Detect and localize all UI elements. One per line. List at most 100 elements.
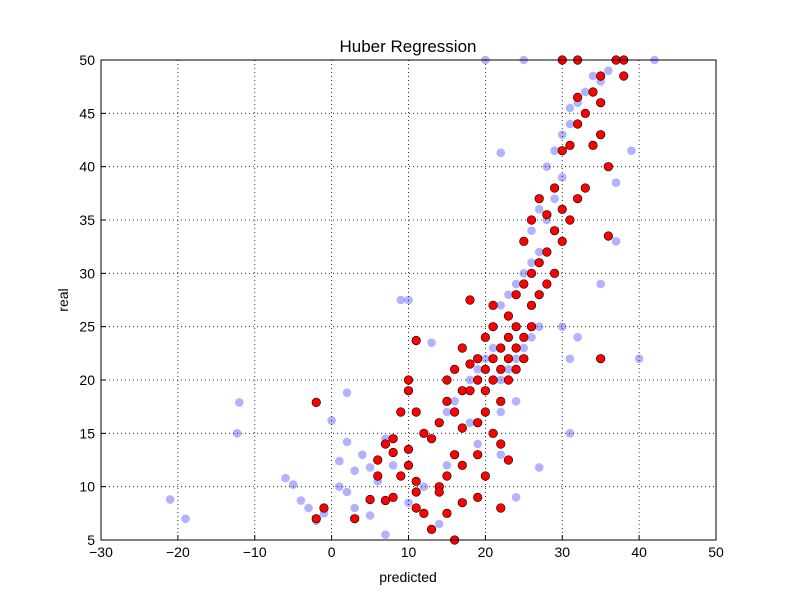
point — [457, 460, 467, 470]
point — [565, 429, 575, 438]
point — [480, 407, 490, 417]
point — [573, 92, 583, 102]
point — [503, 311, 514, 321]
point — [396, 471, 406, 481]
point — [511, 493, 521, 502]
point — [411, 476, 421, 486]
point — [381, 530, 390, 539]
point — [534, 322, 544, 331]
point — [473, 418, 483, 428]
point — [335, 482, 344, 491]
point — [634, 354, 644, 363]
point — [426, 434, 437, 444]
point — [488, 375, 498, 385]
point — [365, 463, 375, 472]
point — [526, 300, 537, 310]
point — [327, 416, 336, 425]
point — [404, 498, 413, 507]
point — [542, 279, 552, 289]
point — [473, 365, 482, 374]
point — [232, 429, 242, 438]
point — [457, 423, 467, 433]
point — [580, 108, 590, 118]
point — [534, 247, 544, 257]
point — [573, 194, 583, 204]
point — [519, 279, 529, 289]
point — [565, 119, 575, 129]
point — [496, 301, 506, 310]
point — [350, 466, 359, 475]
point — [496, 148, 506, 158]
point — [473, 492, 483, 502]
point — [358, 450, 367, 459]
point — [488, 428, 498, 438]
point — [388, 461, 398, 470]
point — [365, 511, 375, 520]
point — [388, 434, 398, 444]
point — [281, 473, 290, 483]
point — [450, 397, 459, 406]
point — [565, 215, 575, 225]
point — [573, 333, 582, 342]
point — [565, 103, 575, 113]
y-tick-label: 5 — [87, 532, 95, 548]
point — [411, 335, 421, 346]
point — [542, 162, 552, 171]
point — [534, 194, 544, 204]
point — [457, 386, 467, 396]
point — [496, 407, 506, 417]
point — [311, 397, 321, 408]
point — [419, 482, 429, 491]
point — [465, 375, 475, 385]
point — [350, 514, 360, 524]
y-tick-label: 20 — [79, 372, 95, 388]
point — [534, 463, 544, 472]
point — [519, 269, 529, 278]
point — [373, 471, 383, 481]
point — [304, 503, 313, 513]
y-tick-label: 15 — [79, 425, 95, 441]
point — [457, 498, 467, 508]
point — [526, 322, 537, 332]
point — [481, 354, 490, 363]
point — [473, 354, 483, 364]
point — [388, 492, 398, 502]
point — [596, 279, 605, 289]
point — [581, 87, 590, 97]
point — [588, 87, 598, 97]
point — [450, 364, 460, 374]
point — [488, 354, 498, 364]
point — [473, 450, 483, 460]
point — [488, 322, 498, 332]
point — [434, 519, 444, 529]
point — [311, 514, 321, 524]
point — [465, 418, 475, 427]
point — [611, 178, 621, 187]
point — [342, 487, 352, 497]
point — [542, 210, 552, 220]
point — [342, 437, 352, 447]
point — [519, 343, 529, 353]
point — [380, 439, 391, 449]
point — [565, 140, 575, 150]
point — [534, 205, 544, 214]
point — [442, 396, 452, 406]
point — [503, 455, 514, 465]
point — [403, 444, 414, 454]
point — [380, 495, 391, 506]
point — [557, 204, 567, 214]
point — [503, 332, 514, 342]
point — [496, 450, 506, 459]
point — [557, 130, 567, 139]
point — [580, 183, 590, 193]
point — [557, 146, 567, 156]
point — [557, 173, 567, 182]
point — [404, 295, 413, 305]
y-tick-label: 45 — [79, 105, 95, 121]
point — [496, 375, 506, 385]
point — [596, 98, 606, 108]
point — [511, 290, 521, 300]
y-tick-label: 10 — [79, 479, 95, 495]
point — [442, 461, 452, 470]
point — [388, 447, 398, 458]
